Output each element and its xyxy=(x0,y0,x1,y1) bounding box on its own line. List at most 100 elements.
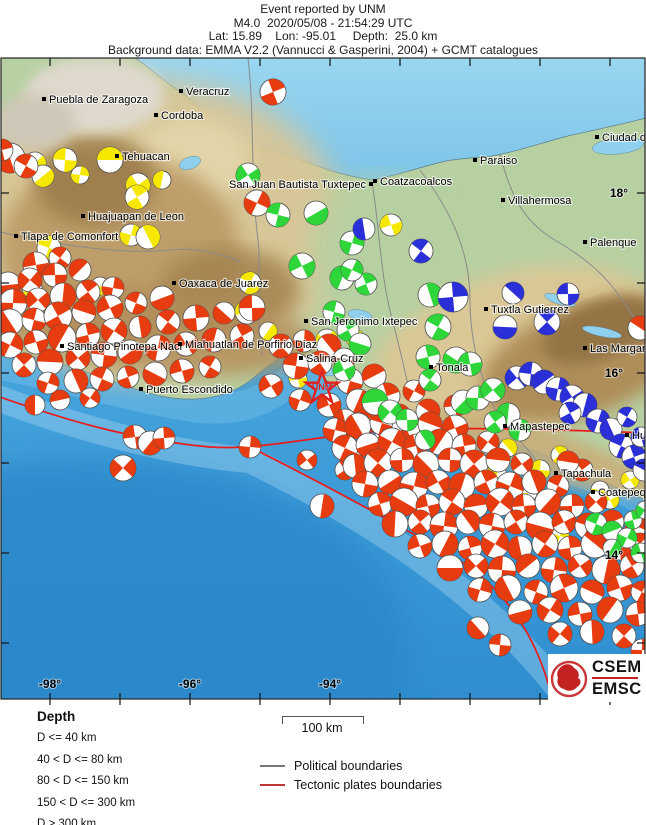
beachball-r xyxy=(488,633,512,657)
beachball-r xyxy=(389,447,415,473)
beachball-g xyxy=(235,162,261,188)
beachball-r xyxy=(142,361,168,387)
beachball-r xyxy=(229,323,255,349)
beachball-r xyxy=(13,153,39,179)
beachball-r xyxy=(431,530,459,558)
epicenter-network-label: UNM xyxy=(312,382,333,392)
city-marker: Santiago Pinotepa Naci xyxy=(60,340,183,354)
beachball-r xyxy=(152,426,176,450)
beachball-r xyxy=(534,488,562,516)
beachball-r xyxy=(238,435,262,459)
beachball-r xyxy=(381,510,409,538)
depth-class: 150 < D <= 300 km xyxy=(37,796,136,809)
beachball-r xyxy=(485,447,511,473)
beachball-r xyxy=(155,309,181,335)
beachball-b xyxy=(616,406,638,428)
beachball-r xyxy=(309,493,335,519)
trench-light-band xyxy=(1,385,571,699)
city-label: Veracruz xyxy=(186,86,229,98)
beachball-r xyxy=(68,258,92,282)
depth-class: 40 < D <= 80 km xyxy=(37,753,123,766)
beachball-r xyxy=(89,366,115,392)
focal-mechanisms xyxy=(1,78,645,662)
beachball-r xyxy=(467,577,493,603)
beachball-y xyxy=(135,224,161,250)
beachball-b xyxy=(437,281,469,313)
city-label: Huajuapan de Leon xyxy=(88,211,184,223)
tectonic-line-swatch xyxy=(260,783,285,787)
header-background-data: Background data: EMMA V2.2 (Vannucci & G… xyxy=(107,42,539,57)
beachball-y xyxy=(379,213,403,237)
beachball-g xyxy=(602,538,622,558)
beachball-r xyxy=(437,447,463,473)
city-label: Palenque xyxy=(590,237,637,249)
beachball-r xyxy=(567,553,593,579)
city-marker: Hui xyxy=(625,429,645,443)
beachball-y xyxy=(52,147,78,173)
city-marker: Miahuatlan de Porfirio Diaz xyxy=(178,338,318,352)
city-label: Villahermosa xyxy=(508,195,572,207)
beachball-r xyxy=(377,469,403,495)
city-marker: Coatzacoalcos xyxy=(373,175,454,189)
beachball-r xyxy=(116,365,140,389)
city-label: Mapastepec xyxy=(510,421,570,433)
beachball-r xyxy=(11,352,37,378)
latitude-label: 18° xyxy=(610,186,628,200)
beachball-g xyxy=(288,252,316,280)
emsc-europe-icon xyxy=(550,660,588,698)
beachball-g xyxy=(303,200,329,226)
logo-csem: CSEM xyxy=(592,657,642,676)
beachball-r xyxy=(63,368,89,394)
city-label: Tuxtla Gutierrez xyxy=(491,304,569,316)
city-marker: Tlapa de Comonfort xyxy=(14,230,119,244)
beachball-r xyxy=(36,348,64,376)
beachball-r xyxy=(182,304,210,332)
beachball-r xyxy=(436,554,464,582)
city-marker: Huajuapan de Leon xyxy=(81,210,185,224)
beachball-g xyxy=(322,300,346,324)
city-label: Oaxaca de Juarez xyxy=(179,278,268,290)
city-marker: San Jeronimo Ixtepec xyxy=(304,315,419,329)
logo-divider xyxy=(592,676,638,679)
beachball-r xyxy=(425,469,451,495)
depth-class: D > 300 km xyxy=(37,818,97,825)
beachball-r xyxy=(547,621,573,647)
legend-political: Political boundaries xyxy=(260,758,402,774)
city-label: Santiago Pinotepa Naci xyxy=(67,341,182,353)
beachball-r xyxy=(100,317,128,345)
beachball-r xyxy=(296,449,318,471)
city-label: Tonala xyxy=(436,362,469,374)
beachball-g xyxy=(348,332,372,356)
beachball-y xyxy=(238,271,262,295)
header-coordinates: Lat: 15.89 Lon: -95.01 Depth: 25.0 km xyxy=(208,29,438,43)
beachball-r xyxy=(258,373,284,399)
beachball-r xyxy=(596,596,624,624)
beachball-r xyxy=(1,308,24,336)
beachball-y xyxy=(124,184,150,210)
beachball-y xyxy=(70,165,90,185)
beachball-r xyxy=(169,358,195,384)
longitude-label: -96° xyxy=(179,677,201,691)
city-label: Coatepeq xyxy=(598,487,646,499)
city-marker: Puebla de Zaragoza xyxy=(42,93,150,107)
beachball-g xyxy=(354,272,378,296)
epicenter: UNM xyxy=(302,367,342,405)
beachball-r xyxy=(75,322,101,348)
beachball-b xyxy=(352,217,376,241)
city-label: Paraiso xyxy=(480,155,517,167)
beachball-r xyxy=(307,350,333,376)
beachball-r xyxy=(1,138,14,162)
longitude-label: -94° xyxy=(319,677,341,691)
city-label: Tehuacan xyxy=(122,151,170,163)
city-label: Salina-Cruz xyxy=(306,353,363,365)
beachball-r xyxy=(531,530,559,558)
city-marker: Paraiso xyxy=(473,154,518,168)
beachball-r xyxy=(212,301,236,325)
beachball-b xyxy=(533,308,561,336)
depth-class: 80 < D <= 150 km xyxy=(37,775,129,787)
city-label: Miahuatlan de Porfirio Diaz xyxy=(185,339,317,351)
beachball-r xyxy=(510,452,534,476)
beachball-r xyxy=(149,285,175,311)
city-label: Puerto Escondido xyxy=(146,384,233,396)
